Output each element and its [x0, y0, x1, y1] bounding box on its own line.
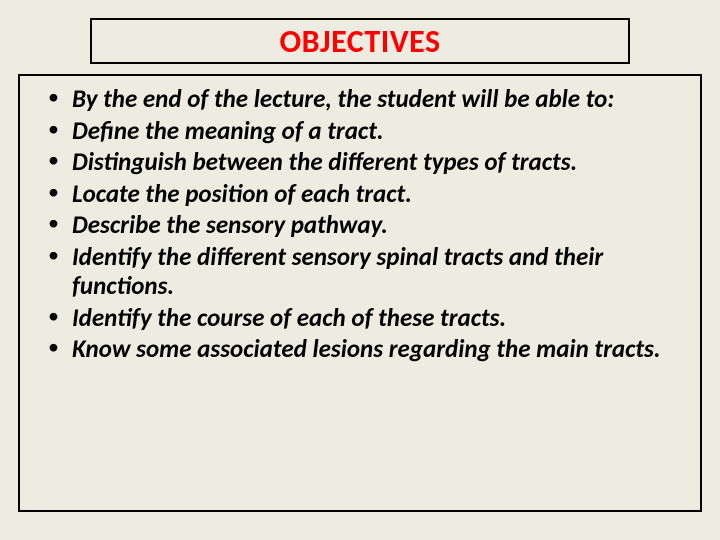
list-item: Describe the sensory pathway. [44, 210, 680, 240]
objectives-list: By the end of the lecture, the student w… [44, 84, 680, 364]
list-item: Distinguish between the different types … [44, 147, 680, 177]
list-item: Identify the course of each of these tra… [44, 303, 680, 333]
title-container: OBJECTIVES [90, 18, 630, 64]
list-item: Know some associated lesions regarding t… [44, 334, 680, 364]
list-item: Identify the different sensory spinal tr… [44, 242, 680, 301]
list-item: By the end of the lecture, the student w… [44, 84, 680, 114]
list-item: Locate the position of each tract. [44, 179, 680, 209]
content-container: By the end of the lecture, the student w… [18, 74, 702, 512]
slide-title: OBJECTIVES [279, 22, 440, 61]
list-item: Define the meaning of a tract. [44, 116, 680, 146]
